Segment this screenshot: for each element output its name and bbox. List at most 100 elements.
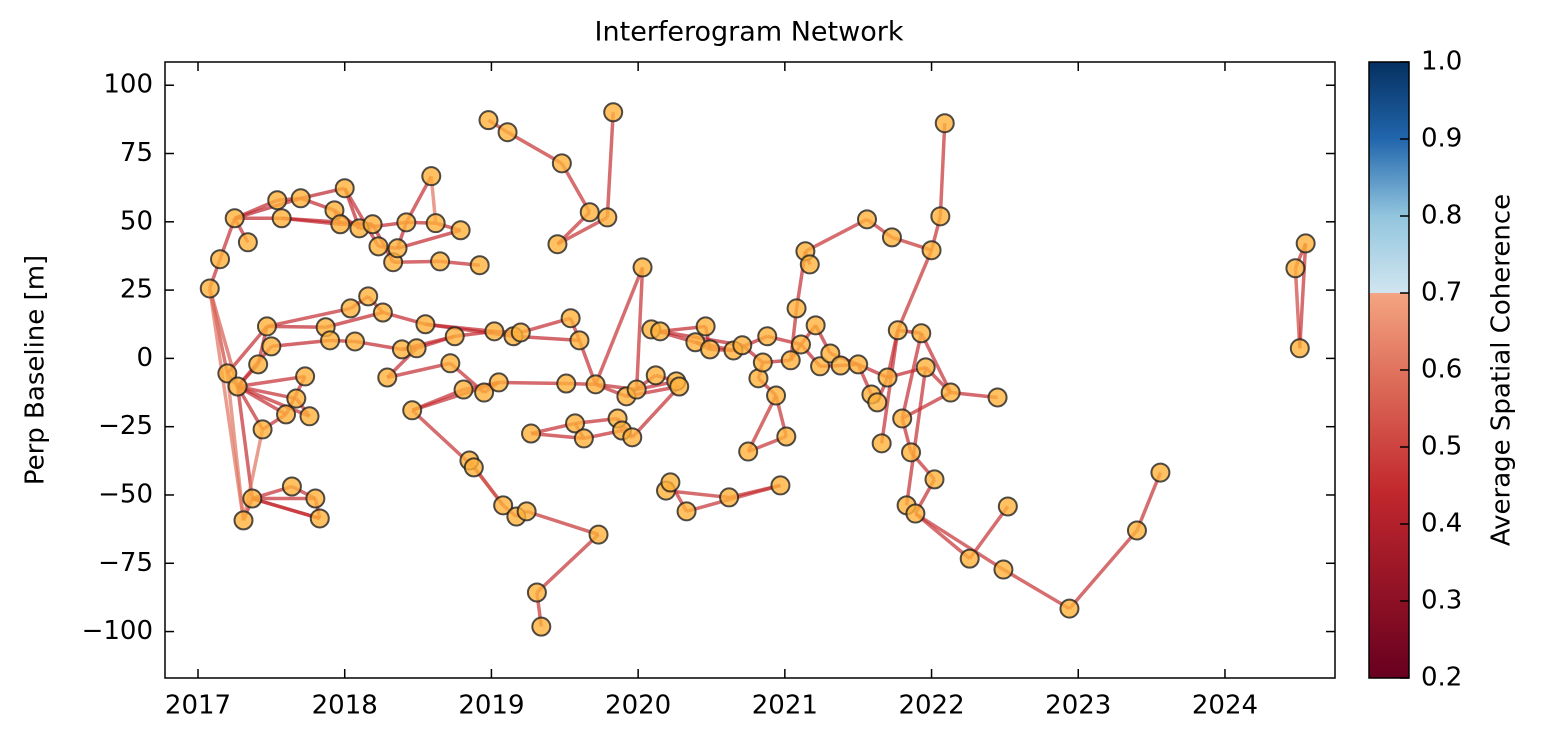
acquisition-node: [368, 236, 389, 257]
acquisition-node: [892, 408, 913, 429]
interferogram-edge: [343, 187, 380, 248]
y-tick-label: −25: [98, 411, 153, 441]
acquisition-node: [959, 548, 980, 569]
x-tick-label: 2023: [1045, 691, 1111, 721]
acquisition-node: [588, 524, 609, 545]
acquisition-node: [830, 355, 851, 376]
interferogram-edge: [968, 505, 1010, 560]
acquisition-node: [242, 488, 263, 509]
acquisition-node: [997, 496, 1018, 517]
y-tick-label: −75: [98, 548, 153, 578]
acquisition-node: [626, 379, 647, 400]
acquisition-node: [281, 476, 302, 497]
acquisition-node: [484, 321, 505, 342]
acquisition-node: [738, 441, 759, 462]
interferogram-edge: [904, 367, 928, 506]
acquisition-node: [940, 382, 961, 403]
interferogram-edge: [746, 394, 778, 453]
acquisition-node: [444, 326, 465, 347]
y-tick-label: 100: [103, 70, 153, 100]
acquisition-node: [362, 214, 383, 235]
acquisition-node: [227, 376, 248, 397]
y-tick-label: 25: [120, 275, 153, 305]
acquisition-node: [320, 330, 341, 351]
x-tick-label: 2024: [1192, 691, 1258, 721]
acquisition-node: [233, 510, 254, 531]
acquisition-node: [799, 254, 820, 275]
acquisition-node: [440, 353, 461, 374]
acquisition-node: [1285, 258, 1306, 279]
acquisition-node: [805, 315, 826, 336]
acquisition-node: [276, 404, 297, 425]
interferogram-edge: [506, 130, 563, 165]
acquisition-node: [256, 316, 277, 337]
x-tick-label: 2022: [898, 691, 964, 721]
acquisition-node: [700, 339, 721, 360]
y-tick-label: −100: [82, 616, 153, 646]
acquisition-node: [560, 308, 581, 329]
acquisition-node: [905, 503, 926, 524]
acquisition-node: [790, 334, 811, 355]
colorbar-tick-label: 0.9: [1421, 124, 1462, 154]
acquisition-node: [497, 122, 518, 143]
x-tick-label: 2020: [605, 691, 671, 721]
interferogram-edge: [251, 496, 321, 521]
acquisition-node: [786, 298, 807, 319]
acquisition-node: [752, 352, 773, 373]
acquisition-node: [478, 110, 499, 131]
colorbar-tick-label: 0.8: [1421, 201, 1462, 231]
acquisition-node: [766, 385, 787, 406]
acquisition-node: [597, 207, 618, 228]
acquisition-node: [199, 278, 220, 299]
acquisition-node: [857, 209, 877, 230]
acquisition-node: [901, 442, 922, 463]
acquisition-node: [695, 316, 716, 337]
acquisition-node: [210, 249, 231, 270]
colorbar-label: Average Spatial Coherence: [1487, 194, 1517, 546]
acquisition-node: [469, 255, 490, 276]
acquisition-node: [585, 374, 606, 395]
y-tick-label: 50: [120, 206, 153, 236]
acquisition-node: [421, 166, 442, 187]
colorbar-tick-label: 1.0: [1421, 47, 1462, 77]
acquisition-node: [463, 457, 484, 478]
acquisition-node: [924, 469, 945, 490]
acquisition-node: [573, 428, 594, 449]
acquisition-node: [660, 472, 681, 493]
colorbar-tick-label: 0.5: [1421, 432, 1462, 462]
acquisition-node: [565, 413, 586, 434]
acquisition-node: [915, 357, 936, 378]
x-tick-label: 2018: [312, 691, 378, 721]
interferogram-edge: [236, 384, 311, 418]
interferogram-edge: [397, 228, 462, 250]
acquisition-node: [521, 423, 542, 444]
acquisition-node: [396, 212, 417, 233]
plot-frame: [164, 61, 1336, 679]
acquisition-node: [309, 508, 330, 529]
acquisition-node: [334, 178, 355, 199]
acquisition-node: [719, 487, 740, 508]
acquisition-node: [290, 188, 311, 209]
acquisition-node: [474, 382, 495, 403]
acquisition-node: [248, 354, 269, 375]
acquisition-node: [372, 302, 393, 323]
interferogram-edge: [386, 361, 451, 380]
acquisition-node: [1126, 520, 1147, 541]
colorbar-tick-label: 0.2: [1421, 663, 1462, 693]
acquisition-node: [237, 232, 258, 253]
acquisition-node: [217, 363, 238, 384]
acquisition-node: [579, 202, 600, 223]
acquisition-node: [377, 367, 398, 388]
acquisition-node: [780, 350, 801, 371]
acquisition-node: [425, 213, 446, 234]
interferogram-edge: [535, 533, 600, 594]
interferogram-edge: [630, 385, 681, 439]
acquisition-node: [770, 475, 791, 496]
interferogram-edge: [914, 512, 1005, 572]
acquisition-node: [488, 372, 509, 393]
acquisition-node: [645, 365, 666, 386]
interferogram-edge: [919, 332, 953, 394]
acquisition-node: [295, 366, 316, 387]
acquisition-node: [344, 331, 365, 352]
